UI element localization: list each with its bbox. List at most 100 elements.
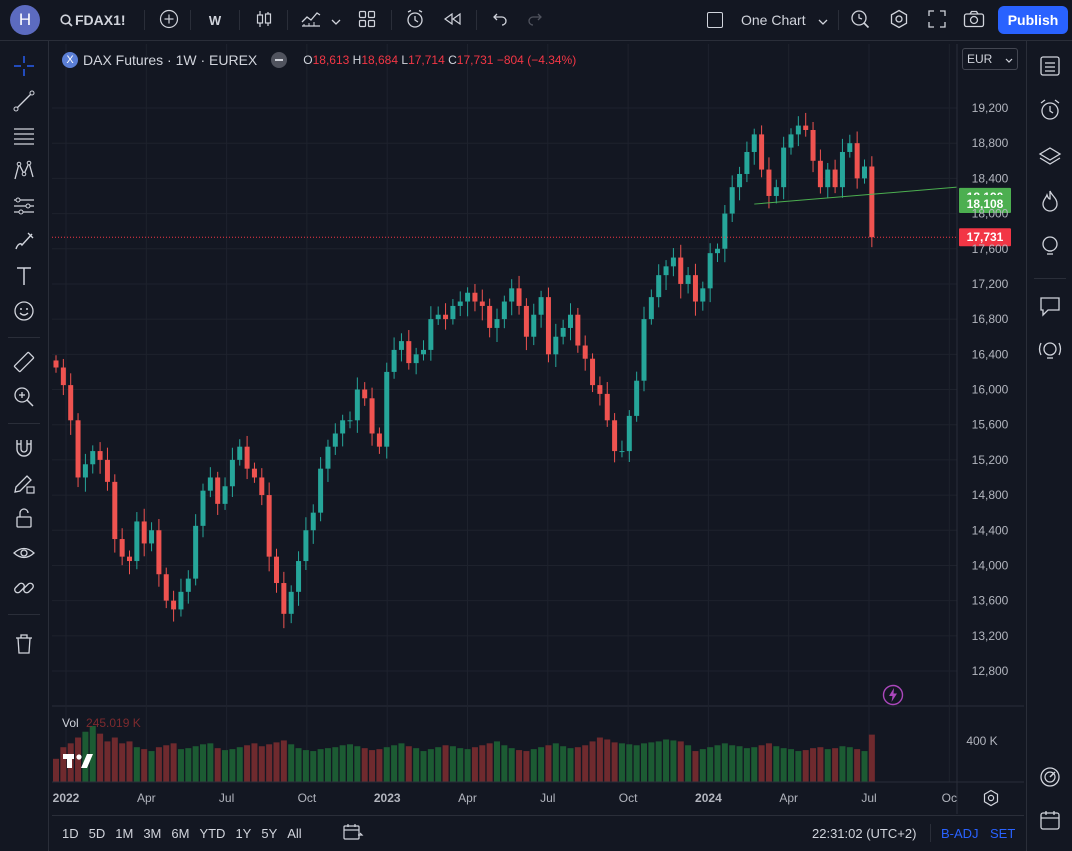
range-5d[interactable]: 5D (88, 825, 106, 841)
lock-tool[interactable] (8, 503, 40, 535)
user-avatar[interactable]: H (10, 5, 40, 35)
volume-bar (339, 745, 346, 782)
lightning-icon[interactable] (882, 684, 904, 709)
hide-tool[interactable] (8, 538, 40, 570)
candles (53, 112, 875, 629)
measure-tool[interactable] (8, 347, 40, 379)
lock-drawing-tool[interactable] (8, 468, 40, 500)
time-tick-label: Jul (219, 791, 234, 805)
snapshot-button[interactable] (961, 0, 987, 40)
back-adjust-toggle[interactable]: B-ADJ (941, 816, 979, 850)
redo-button[interactable] (523, 0, 549, 40)
hotlists-button[interactable] (1034, 186, 1066, 218)
magnet-tool[interactable] (8, 433, 40, 465)
link-tool[interactable] (8, 573, 40, 605)
crosshair-tool[interactable] (8, 51, 40, 83)
settings-button[interactable] (886, 0, 912, 40)
range-5y[interactable]: 5Y (261, 825, 278, 841)
range-all[interactable]: All (287, 825, 302, 841)
streams-button[interactable] (1034, 336, 1066, 368)
clock-display[interactable]: 22:31:02 (UTC+2) (812, 816, 916, 850)
delete-tool[interactable] (8, 629, 40, 661)
candle-body (678, 257, 684, 284)
candle-body (523, 305, 529, 337)
drawing-toolbar (0, 41, 49, 851)
object-tree-button[interactable] (1034, 141, 1066, 173)
watchlist-button[interactable] (1034, 51, 1066, 83)
time-tick-label: 2022 (53, 791, 80, 805)
alert-button[interactable] (402, 0, 428, 40)
currency-select[interactable]: EUR (962, 48, 1018, 70)
fib-tool[interactable] (8, 121, 40, 153)
text-tool[interactable] (8, 261, 40, 293)
candle-body (862, 166, 867, 179)
candle-body (582, 345, 588, 359)
range-1m[interactable]: 1M (115, 825, 134, 841)
chart-type-button[interactable] (251, 0, 277, 40)
publish-button[interactable]: Publish (998, 6, 1068, 34)
zoom-tool[interactable] (8, 382, 40, 414)
trading-panel-button[interactable] (1034, 762, 1066, 794)
volume-bar (810, 748, 817, 782)
volume-bar (596, 737, 603, 782)
layout-label: One Chart (741, 12, 806, 28)
candle-body (384, 371, 390, 447)
symbol-title[interactable]: DAX Futures · 1W · EUREX (83, 52, 258, 68)
layout-dropdown[interactable] (816, 0, 830, 40)
horizontal-lines-icon (12, 124, 36, 151)
volume-bar (60, 747, 67, 782)
range-1y[interactable]: 1Y (235, 825, 252, 841)
calendar-button[interactable] (1034, 805, 1066, 837)
candle-body (369, 398, 375, 434)
candle-body (398, 341, 404, 350)
patterns-tool[interactable] (8, 156, 40, 188)
range-1d[interactable]: 1D (62, 825, 79, 841)
candle-body (171, 600, 177, 610)
fullscreen-button[interactable] (924, 0, 950, 40)
indicators-button[interactable] (298, 0, 324, 40)
candle-body (185, 578, 191, 592)
range-3m[interactable]: 3M (143, 825, 162, 841)
layout-button[interactable]: One Chart (707, 0, 817, 40)
goto-date-button[interactable] (342, 816, 364, 850)
volume-bar (846, 747, 853, 782)
tradingview-logo[interactable] (63, 752, 97, 773)
compare-symbol-button[interactable] (156, 0, 182, 40)
price-axis: 12,800 13,200 13,600 14,000 14,400 14,800 15,2… (956, 44, 1009, 814)
templates-button[interactable] (354, 0, 380, 40)
candle-body (222, 486, 228, 504)
ideas-button[interactable] (1034, 231, 1066, 263)
range-6m[interactable]: 6M (171, 825, 190, 841)
symbol-search-button[interactable]: FDAX1! (56, 0, 136, 40)
volume-bar (413, 748, 420, 782)
interval-button[interactable]: W (203, 0, 227, 40)
trendline-tool[interactable] (8, 86, 40, 118)
axis-settings-button[interactable] (982, 789, 1000, 810)
candle-body (413, 354, 419, 364)
indicators-dropdown[interactable] (328, 0, 344, 40)
undo-button[interactable] (486, 0, 512, 40)
volume-bar (802, 750, 809, 782)
replay-button[interactable] (440, 0, 466, 40)
volume-bar (155, 747, 162, 782)
alerts-button[interactable] (1034, 95, 1066, 127)
top-toolbar: H FDAX1! W One Chart (0, 0, 1072, 41)
forecasting-tool[interactable] (8, 191, 40, 223)
emoji-tool[interactable] (8, 296, 40, 328)
chat-button[interactable] (1034, 291, 1066, 323)
volume-bar (567, 748, 574, 782)
collapse-legend-icon[interactable] (271, 52, 288, 68)
price-tick-label: 17,600 (972, 242, 1009, 256)
quick-search-button[interactable] (847, 0, 873, 40)
session-toggle[interactable]: SET (990, 816, 1015, 850)
volume-bar (266, 744, 273, 782)
brush-tool[interactable] (8, 226, 40, 258)
candle-body (516, 288, 522, 306)
volume-bar (824, 749, 831, 782)
volume-bar (685, 745, 692, 782)
range-ytd[interactable]: YTD (199, 825, 226, 841)
text-icon (12, 264, 36, 291)
candle-body (626, 415, 632, 452)
